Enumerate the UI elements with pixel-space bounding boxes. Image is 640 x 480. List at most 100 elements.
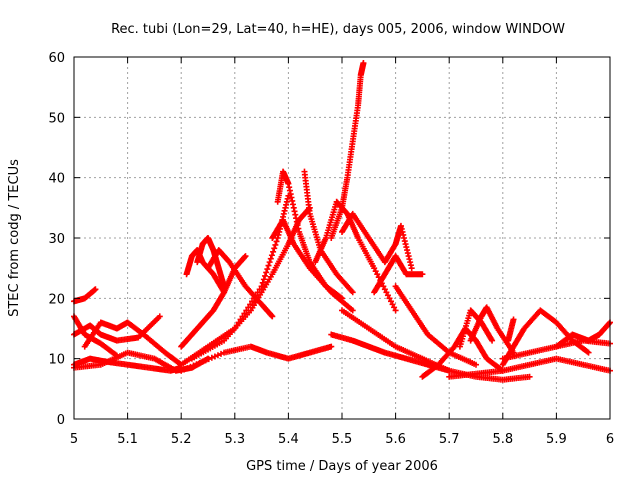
data-point	[266, 259, 273, 266]
data-series	[274, 168, 345, 302]
chart-title: Rec. tubi (Lon=29, Lat=40, h=HE), days 0…	[111, 22, 565, 37]
data-point	[269, 313, 276, 320]
x-tick-label: 5.3	[224, 432, 245, 447]
data-point	[247, 301, 254, 308]
data-series	[499, 337, 613, 362]
data-point	[381, 286, 388, 293]
x-tick-label: 5	[70, 432, 78, 447]
data-point	[272, 241, 279, 248]
axis-ticks	[73, 56, 611, 420]
y-tick-label: 40	[48, 172, 65, 187]
data-point	[584, 348, 591, 355]
data-point	[242, 253, 249, 260]
data-series	[81, 319, 185, 368]
data-series	[339, 210, 415, 272]
y-tick-label: 10	[48, 353, 65, 368]
data-point	[380, 283, 387, 290]
data-point	[249, 298, 256, 305]
data-point	[526, 373, 533, 380]
data-series	[328, 60, 367, 241]
data-point	[205, 356, 212, 363]
y-tick-labels: 0 10 20 30 40 50 60	[48, 51, 65, 428]
data-point	[199, 358, 206, 365]
data-point	[221, 289, 228, 296]
x-tick-label: 5.6	[385, 432, 406, 447]
data-point	[264, 266, 271, 273]
data-points	[71, 60, 613, 383]
x-tick-label: 5.9	[546, 432, 567, 447]
data-series	[371, 253, 426, 296]
data-series	[328, 331, 453, 374]
data-series	[505, 316, 517, 344]
data-point	[389, 301, 396, 308]
data-point	[214, 352, 221, 359]
y-tick-label: 30	[48, 232, 65, 247]
x-tick-label: 5.1	[117, 432, 138, 447]
data-point	[349, 307, 356, 314]
x-tick-label: 5.5	[332, 432, 353, 447]
data-point	[419, 271, 426, 278]
data-point	[208, 354, 215, 361]
data-point	[489, 337, 496, 344]
data-point	[585, 349, 592, 356]
data-point	[408, 265, 415, 272]
y-tick-label: 50	[48, 111, 65, 126]
y-tick-label: 20	[48, 292, 65, 307]
data-point	[383, 289, 390, 296]
data-point	[392, 307, 399, 314]
data-series	[456, 307, 496, 350]
y-tick-label: 60	[48, 51, 65, 66]
data-point	[388, 298, 395, 305]
data-point	[187, 363, 194, 370]
data-point	[267, 255, 274, 262]
data-point	[92, 286, 99, 293]
data-point	[268, 252, 275, 259]
data-point	[260, 276, 267, 283]
x-tick-label: 5.8	[492, 432, 513, 447]
data-series	[178, 343, 335, 374]
data-series	[194, 235, 228, 290]
data-point	[263, 269, 270, 276]
data-point	[372, 268, 379, 275]
data-point	[384, 292, 391, 299]
data-point	[391, 304, 398, 311]
data-point	[265, 262, 272, 269]
data-point	[270, 248, 277, 255]
data-point	[221, 283, 228, 290]
data-point	[193, 361, 200, 368]
data-point	[374, 271, 381, 278]
data-point	[184, 365, 191, 372]
data-point	[178, 367, 185, 374]
data-series	[301, 168, 356, 296]
data-point	[271, 245, 278, 252]
data-series	[71, 286, 99, 305]
data-point	[196, 359, 203, 366]
data-point	[211, 353, 218, 360]
data-series	[183, 247, 228, 296]
data-point	[473, 361, 479, 368]
x-axis-label: GPS time / Days of year 2006	[246, 459, 438, 474]
data-point	[510, 316, 517, 323]
data-point	[386, 295, 393, 302]
data-series	[188, 204, 313, 362]
data-point	[349, 289, 356, 296]
data-series	[178, 192, 292, 368]
data-point	[156, 313, 163, 320]
y-tick-label: 0	[57, 413, 65, 428]
data-point	[258, 283, 265, 290]
data-point	[250, 295, 257, 302]
y-axis-label: STEC from codg / TECUs	[7, 159, 22, 317]
data-point	[190, 362, 197, 369]
data-point	[360, 60, 367, 67]
data-point	[273, 238, 280, 245]
x-tick-label: 5.7	[439, 432, 460, 447]
data-point	[202, 357, 209, 364]
data-point	[328, 343, 335, 350]
data-series	[392, 283, 479, 368]
data-point	[371, 265, 378, 272]
data-point	[259, 279, 266, 286]
data-point	[262, 272, 269, 279]
x-tick-labels: 5 5.1 5.2 5.3 5.4 5.5 5.6 5.7 5.8 5.9 6	[70, 432, 614, 447]
x-tick-label: 6	[606, 432, 614, 447]
